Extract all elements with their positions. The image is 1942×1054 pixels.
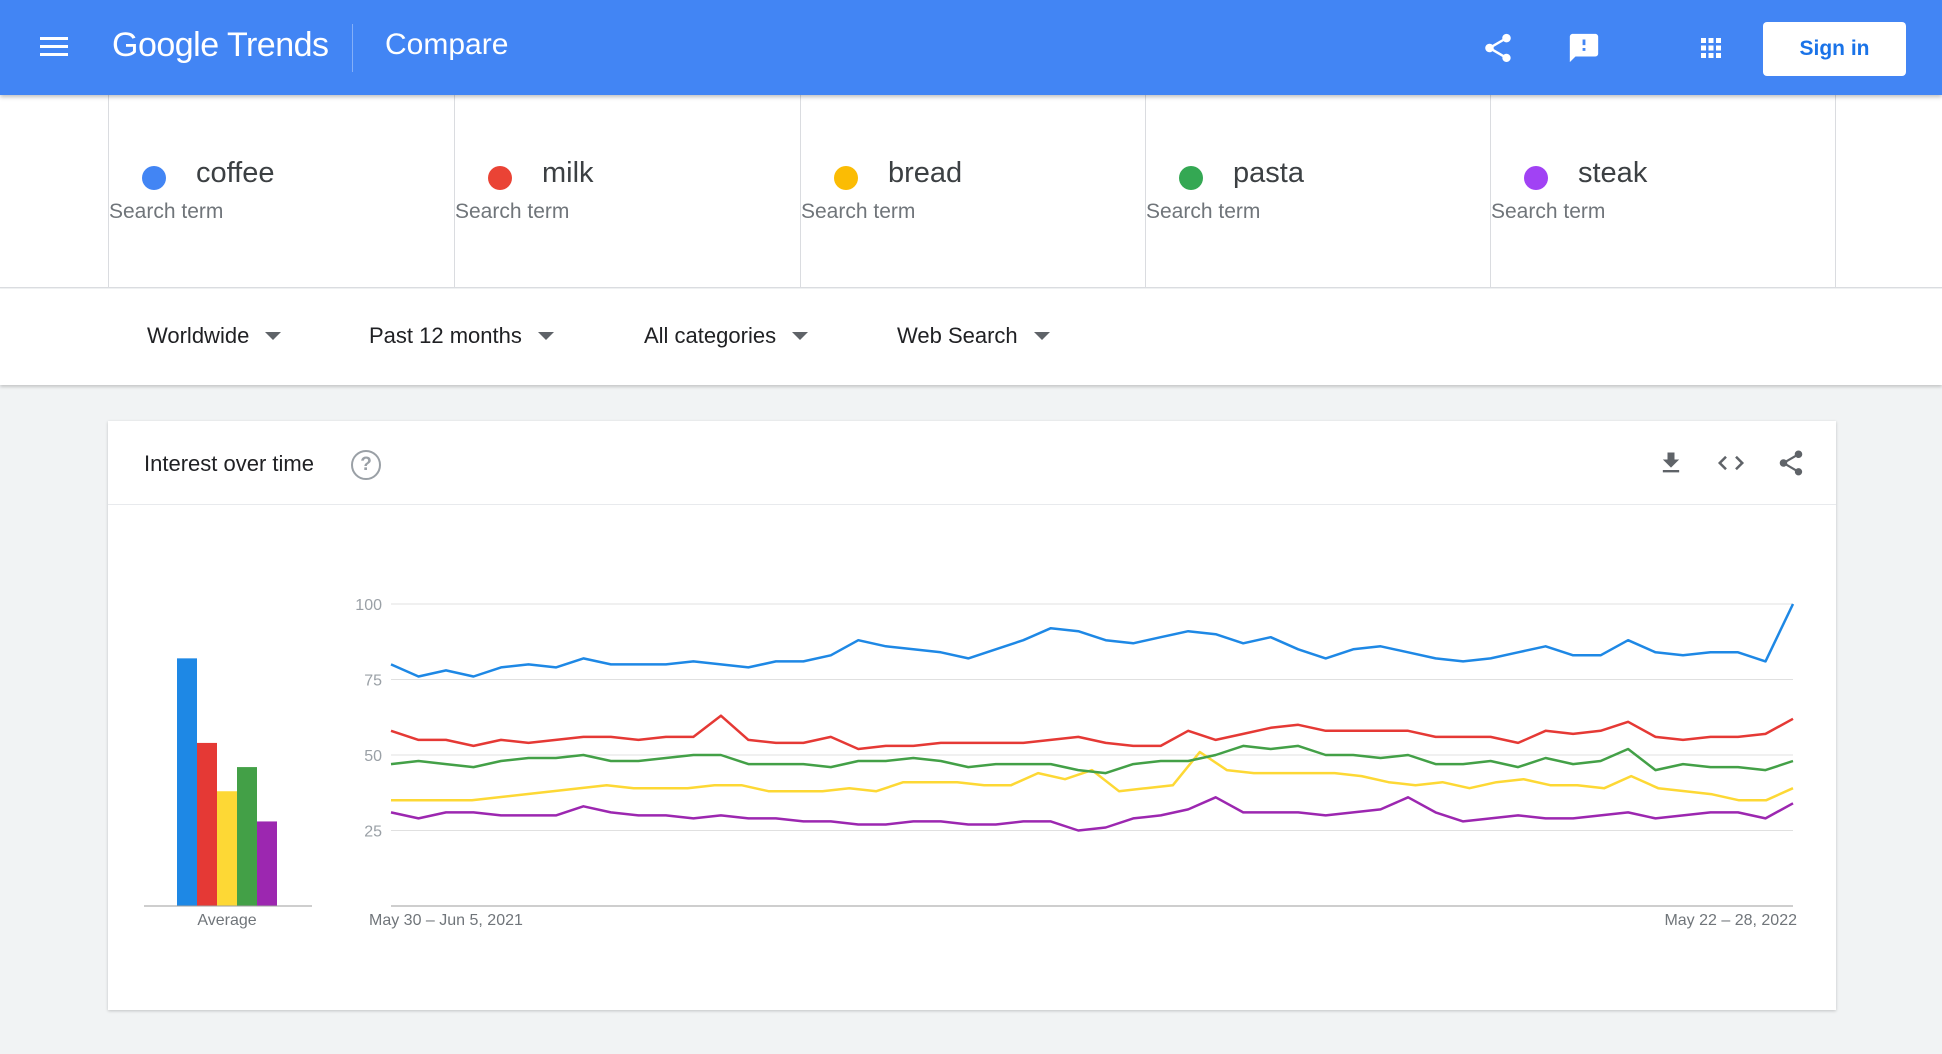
region-label: Worldwide — [147, 323, 250, 348]
help-icon[interactable]: ? — [351, 450, 381, 480]
interest-over-time-chart[interactable]: Average 100 75 50 25 May 30 – Jun 5, 2021 M… — [108, 421, 1836, 1010]
card-header: Interest over time ? — [108, 421, 1836, 505]
logo-divider — [352, 24, 353, 72]
compare-terms-bar: coffee Search term milk Search term brea… — [0, 95, 1942, 288]
term-color-dot — [834, 166, 858, 190]
term-name: steak — [1578, 157, 1648, 189]
caret-down-icon — [265, 332, 282, 340]
average-bars — [144, 658, 312, 907]
term-name: milk — [542, 157, 594, 189]
trend-lines — [390, 603, 1795, 832]
term-type: Search term — [455, 200, 570, 223]
term-type: Search term — [1491, 200, 1606, 223]
menu-icon[interactable] — [30, 28, 78, 66]
caret-down-icon — [792, 332, 809, 340]
x-start-label: May 30 – Jun 5, 2021 — [369, 912, 523, 929]
card-title: Interest over time — [144, 451, 314, 476]
share-icon[interactable] — [1474, 24, 1522, 72]
category-dropdown[interactable]: All categories — [644, 323, 809, 349]
trend-line-bread[interactable] — [391, 750, 1794, 802]
term-color-dot — [1524, 166, 1548, 190]
term-card-pasta[interactable]: pasta Search term — [1145, 95, 1491, 288]
term-name: coffee — [196, 157, 275, 189]
y-tick-label: 75 — [364, 673, 382, 690]
chart-gridlines: 100 75 50 25 — [355, 597, 1793, 907]
term-card-steak[interactable]: steak Search term — [1490, 95, 1836, 288]
average-label: Average — [197, 912, 256, 929]
term-color-dot — [1179, 166, 1203, 190]
term-type: Search term — [1146, 200, 1261, 223]
term-color-dot — [142, 166, 166, 190]
term-color-dot — [488, 166, 512, 190]
average-bar-coffee[interactable] — [177, 658, 197, 906]
search-property-label: Web Search — [897, 323, 1018, 348]
download-icon[interactable] — [1651, 443, 1691, 483]
trend-line-pasta[interactable] — [390, 744, 1794, 775]
trend-line-milk[interactable] — [390, 714, 1794, 751]
interest-over-time-card: Interest over time ? Average 100 75 50 25 M… — [108, 421, 1836, 1010]
page-title: Compare — [385, 28, 509, 61]
term-name: pasta — [1233, 157, 1304, 189]
x-end-label: May 22 – 28, 2022 — [1664, 912, 1797, 929]
term-card-coffee[interactable]: coffee Search term — [108, 95, 454, 288]
region-dropdown[interactable]: Worldwide — [147, 323, 282, 349]
y-tick-label: 50 — [364, 748, 382, 765]
average-bar-bread[interactable] — [217, 791, 237, 906]
google-trends-logo[interactable]: Google Trends — [112, 26, 329, 64]
y-tick-label: 100 — [355, 597, 382, 614]
search-property-dropdown[interactable]: Web Search — [897, 323, 1050, 349]
average-bar-steak[interactable] — [257, 821, 277, 906]
average-bar-milk[interactable] — [197, 742, 217, 906]
filters-bar: Worldwide Past 12 months All categories … — [0, 289, 1942, 385]
time-range-label: Past 12 months — [369, 323, 522, 348]
share-icon[interactable] — [1771, 443, 1811, 483]
y-tick-label: 25 — [364, 824, 382, 841]
top-app-bar: Google Trends Compare Sign in — [0, 0, 1942, 95]
term-type: Search term — [109, 200, 224, 223]
trend-line-coffee[interactable] — [390, 603, 1795, 678]
average-bar-pasta[interactable] — [237, 767, 257, 906]
time-range-dropdown[interactable]: Past 12 months — [369, 323, 554, 349]
term-card-milk[interactable]: milk Search term — [454, 95, 800, 288]
caret-down-icon — [537, 332, 554, 340]
feedback-icon[interactable] — [1560, 24, 1608, 72]
caret-down-icon — [1033, 332, 1050, 340]
category-label: All categories — [644, 323, 777, 348]
apps-icon[interactable] — [1687, 24, 1735, 72]
trend-line-steak[interactable] — [390, 796, 1794, 832]
embed-icon[interactable] — [1711, 443, 1751, 483]
term-name: bread — [888, 157, 963, 189]
term-type: Search term — [801, 200, 916, 223]
term-card-bread[interactable]: bread Search term — [800, 95, 1146, 288]
sign-in-button[interactable]: Sign in — [1763, 22, 1906, 76]
